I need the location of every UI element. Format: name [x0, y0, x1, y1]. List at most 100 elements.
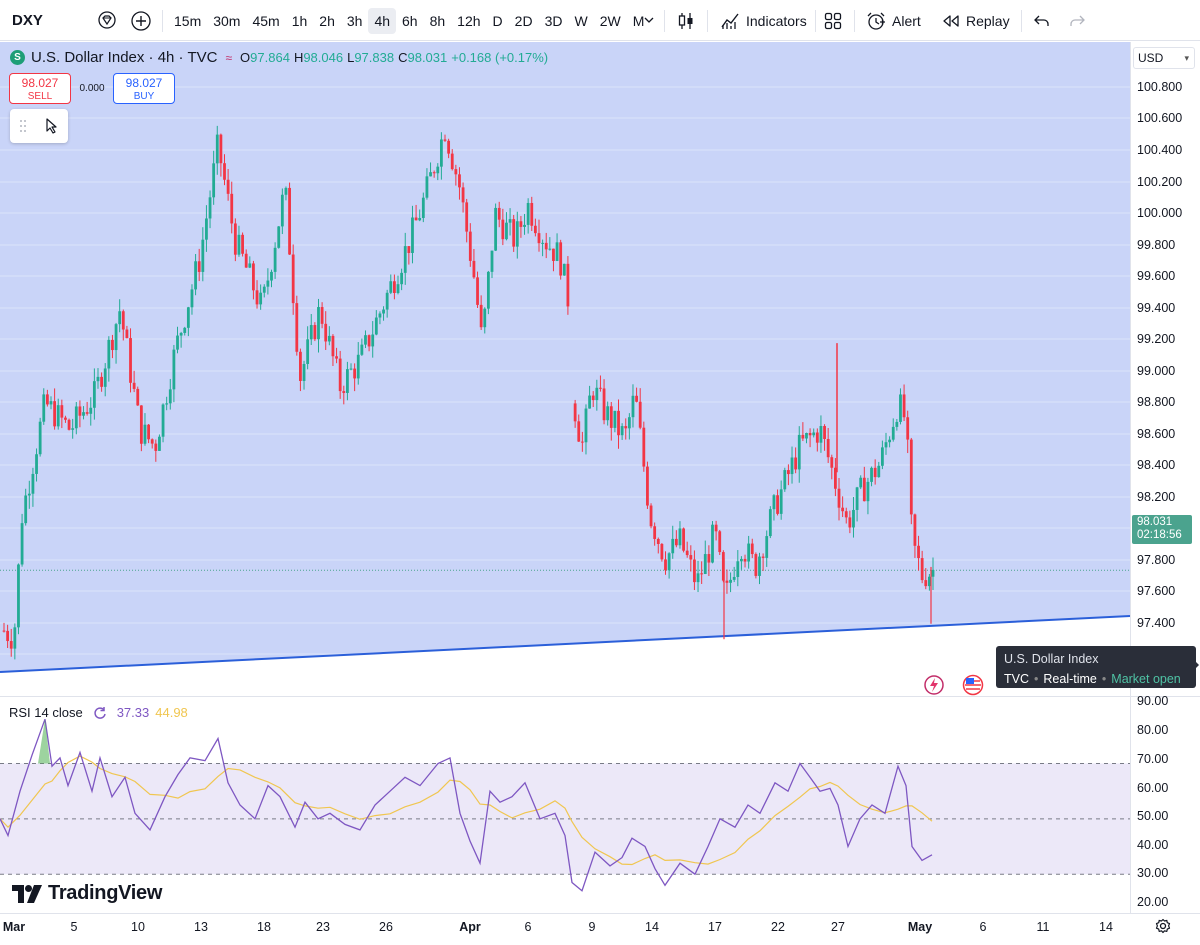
candle — [515, 211, 519, 259]
alert-button[interactable]: Alert — [866, 8, 921, 34]
time-tick-label: 5 — [70, 920, 78, 934]
candle — [794, 447, 798, 474]
add-symbol-button[interactable] — [130, 10, 152, 37]
candle — [750, 538, 754, 559]
candle — [331, 334, 335, 367]
time-tick-label: 26 — [379, 920, 393, 934]
candle — [891, 418, 895, 442]
rsi-pane[interactable] — [0, 697, 1130, 913]
legend-title[interactable]: U.S. Dollar Index · 4h · TVC — [31, 49, 218, 66]
cursor-arrow-icon[interactable] — [44, 117, 60, 135]
rsi-axis[interactable] — [1130, 697, 1200, 913]
interval-1h[interactable]: 1h — [291, 13, 308, 29]
interval-45m[interactable]: 45m — [252, 13, 280, 29]
candle — [787, 464, 790, 486]
rsi-tick-label: 70.00 — [1137, 752, 1169, 766]
price-chart-pane[interactable] — [0, 42, 1130, 696]
time-tick-label: 11 — [1036, 920, 1050, 934]
candlestick-chart[interactable] — [0, 42, 1130, 696]
indicators-button[interactable]: Indicators — [720, 8, 807, 34]
candle — [244, 249, 248, 268]
candle — [877, 461, 881, 478]
candle — [172, 344, 176, 403]
price-tick-label: 97.400 — [1137, 616, 1176, 630]
buy-button[interactable]: 98.027 BUY — [113, 73, 175, 104]
tradingview-logo[interactable]: TradingView — [12, 882, 162, 905]
compare-gem-icon[interactable] — [98, 11, 116, 29]
candle — [754, 552, 758, 579]
price-tick-label: 97.600 — [1137, 584, 1176, 598]
sell-button[interactable]: 98.027 SELL — [9, 73, 71, 104]
candle — [411, 205, 414, 264]
interval-4h[interactable]: 4h — [368, 8, 397, 34]
tooltip-pointer — [1194, 660, 1199, 670]
interval-m[interactable]: M — [632, 13, 645, 29]
candle — [707, 545, 711, 577]
candle — [197, 248, 201, 282]
legend-high: H98.046 — [293, 50, 344, 65]
interval-2d[interactable]: 2D — [514, 13, 533, 29]
candle — [2, 622, 6, 633]
interval-30m[interactable]: 30m — [213, 13, 241, 29]
candle — [280, 188, 284, 235]
interval-2h[interactable]: 2h — [319, 13, 335, 29]
interval-d[interactable]: D — [492, 13, 503, 29]
candle — [859, 475, 863, 490]
candle — [768, 506, 772, 539]
candle — [837, 478, 841, 521]
candle — [92, 368, 96, 420]
buy-price: 98.027 — [125, 76, 163, 90]
symbol-search[interactable]: DXY — [6, 7, 122, 34]
legend-open: O97.864 — [240, 50, 290, 65]
candle — [129, 328, 132, 393]
rsi-label[interactable]: RSI 14 close — [9, 705, 83, 720]
indicators-icon — [721, 13, 739, 29]
pane-separator[interactable] — [0, 696, 1200, 697]
replay-button[interactable]: Replay — [942, 8, 1010, 34]
candle — [374, 310, 378, 336]
candle — [505, 212, 508, 241]
rsi-tick-label: 40.00 — [1137, 838, 1169, 852]
interval-15m[interactable]: 15m — [174, 13, 202, 29]
interval-2w[interactable]: 2W — [599, 13, 621, 29]
chart-type-button[interactable] — [676, 8, 696, 34]
candle — [85, 401, 89, 416]
candle — [736, 550, 740, 587]
redo-button[interactable] — [1068, 8, 1086, 34]
interval-8h[interactable]: 8h — [429, 13, 446, 29]
candle — [573, 399, 577, 428]
flash-event-icon[interactable] — [923, 674, 945, 696]
interval-w[interactable]: W — [574, 13, 588, 29]
layouts-button[interactable] — [824, 8, 842, 34]
candle — [367, 334, 371, 352]
candle — [902, 384, 906, 422]
candle — [208, 190, 212, 229]
interval-6h[interactable]: 6h — [402, 13, 418, 29]
rsi-chart[interactable] — [0, 697, 1130, 913]
candle — [624, 418, 628, 440]
candle — [295, 295, 299, 356]
currency-select[interactable]: USD ▾ — [1133, 47, 1195, 69]
candle — [190, 284, 194, 315]
candle — [544, 232, 548, 259]
candle — [638, 388, 642, 430]
candle — [765, 530, 769, 567]
rsi-ma-line — [0, 755, 933, 866]
time-axis[interactable] — [0, 913, 1200, 945]
us-flag-event-icon[interactable] — [962, 674, 984, 696]
interval-3h[interactable]: 3h — [346, 13, 363, 29]
candle — [392, 274, 396, 300]
price-tick-label: 98.200 — [1137, 490, 1176, 504]
candle — [165, 396, 169, 411]
undo-button[interactable] — [1033, 8, 1051, 34]
interval-dropdown-icon[interactable] — [643, 15, 655, 25]
gear-icon[interactable] — [1155, 918, 1171, 934]
trendline[interactable] — [0, 615, 1130, 673]
interval-3d[interactable]: 3D — [544, 13, 563, 29]
candle — [443, 134, 447, 142]
candle — [121, 309, 125, 341]
price-axis[interactable] — [1130, 42, 1200, 696]
interval-12h[interactable]: 12h — [457, 13, 481, 29]
candle — [873, 459, 877, 485]
drag-handle-icon[interactable] — [19, 119, 27, 133]
